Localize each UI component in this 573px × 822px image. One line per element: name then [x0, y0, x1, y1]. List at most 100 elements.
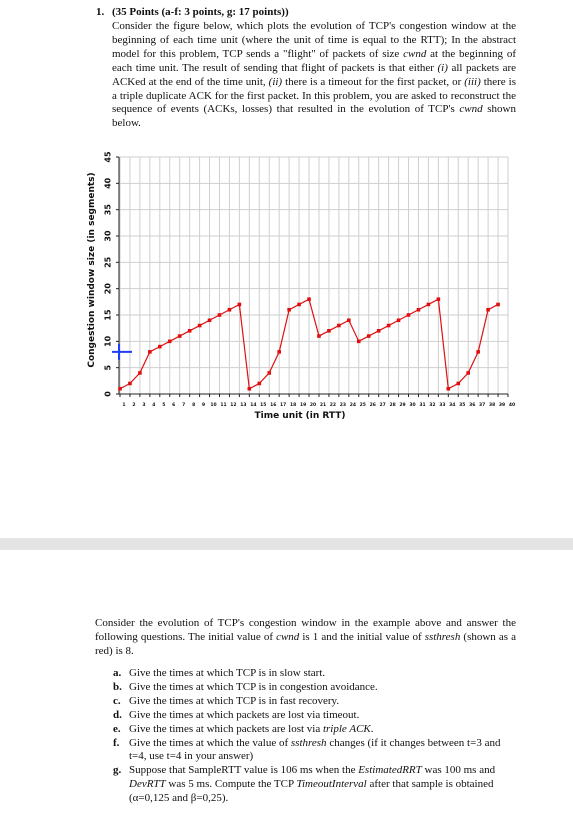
- x-tick-label: 25: [360, 402, 366, 408]
- item-marker: f.: [113, 736, 120, 749]
- cwnd-point: [128, 381, 132, 386]
- cwnd-point: [456, 381, 461, 386]
- y-tick-label: 45: [104, 151, 113, 163]
- cwnd-point: [386, 323, 391, 328]
- x-tick-label: 8: [192, 402, 195, 408]
- text-run: was 5 ms. Compute the TCP: [165, 778, 297, 791]
- x-tick-label: 34: [449, 402, 455, 408]
- question-item: g. Suppose that SampleRTT value is 106 ms…: [113, 764, 517, 806]
- cwnd-point: [157, 344, 162, 349]
- text-run: there is a timeout for the first packet,…: [282, 75, 465, 88]
- cwnd-point: [496, 302, 500, 307]
- x-tick-label: 6: [172, 402, 175, 408]
- text-run: Give the times at which the value of: [129, 736, 291, 749]
- question-list: a. Give the times at which TCP is in slow…: [113, 667, 517, 806]
- item-marker: d.: [113, 708, 122, 721]
- question-item: e. Give the times at which packets are lo…: [113, 723, 517, 737]
- x-tick-label: 28: [389, 402, 395, 408]
- item-marker: a.: [113, 667, 122, 679]
- cwnd-point: [257, 381, 262, 386]
- text-run: Give the times at which TCP is in conges…: [129, 680, 378, 693]
- x-tick-label: 9: [202, 402, 205, 408]
- x-tick-label: 38: [489, 402, 495, 408]
- cwnd-point: [267, 371, 272, 375]
- text-run: Give the times at which TCP is in slow s…: [129, 667, 326, 679]
- y-tick-label: 10: [104, 335, 113, 347]
- y-tick-label: 40: [104, 177, 113, 189]
- x-tick-label: 31: [419, 402, 425, 408]
- chart: Time unit (in RTT) Congestion window siz…: [87, 151, 515, 421]
- x-tick-label: 39: [499, 402, 505, 408]
- cwnd-point: [167, 339, 172, 344]
- x-tick-label: 22: [330, 402, 336, 408]
- y-tick-label: 20: [104, 283, 113, 295]
- cwnd-point: [366, 334, 371, 338]
- cwnd-point: [376, 329, 381, 333]
- question-heading: (35 Points (a-f: 3 points, g: 17 points)…: [112, 6, 289, 18]
- cwnd-point: [466, 371, 471, 375]
- cwnd-point: [148, 350, 152, 354]
- cwnd-point: [187, 329, 192, 333]
- cwnd-point: [277, 350, 281, 354]
- text-run: Give the times at which packets are lost…: [129, 722, 323, 735]
- cwnd-point: [227, 307, 232, 312]
- text-run: at the beginning of each time unit. The …: [112, 47, 516, 74]
- cwnd-point: [356, 339, 361, 344]
- cwnd-point: [287, 307, 291, 312]
- cwnd-point: [436, 297, 441, 301]
- text-run: was 100 ms and: [421, 764, 496, 777]
- text-run: Give the times at which TCP is in fast r…: [129, 694, 340, 707]
- x-tick-label: 12: [230, 402, 236, 408]
- x-tick-label: 15: [260, 402, 266, 408]
- question-item: a. Give the times at which TCP is in slow…: [113, 667, 517, 681]
- text-run: Give the times at which packets are lost…: [129, 708, 360, 721]
- y-tick-label: 15: [104, 309, 113, 321]
- cwnd-point: [247, 386, 252, 391]
- x-tick-label: 36: [469, 402, 475, 408]
- x-tick-label: 23: [340, 402, 346, 408]
- italic-term: ssthresh: [290, 736, 327, 749]
- x-tick-label: 14: [250, 402, 256, 408]
- cwnd-point: [486, 307, 490, 312]
- text-run: Consider the figure below, which plots t…: [112, 20, 516, 60]
- cwnd-point: [446, 386, 451, 391]
- x-tick-label: 27: [380, 402, 386, 408]
- x-tick-label: 3: [142, 402, 145, 408]
- question-text: Consider the figure below, which plots t…: [112, 20, 516, 131]
- text-run: Consider the evolution of TCP's congesti…: [95, 617, 516, 643]
- text-run: after that sample is obtained (α=0,125 a…: [129, 778, 494, 805]
- x-tick-label: 18: [290, 402, 296, 408]
- italic-term: DevRTT: [129, 778, 166, 791]
- text-run: is 1 and the initial value of: [299, 630, 425, 643]
- x-tick-label: 24: [350, 402, 356, 408]
- text-run: there is a triple duplicate ACK for the …: [112, 75, 516, 116]
- cwnd-point: [327, 329, 331, 333]
- page-separator: [0, 538, 573, 550]
- text-run: Suppose that SampleRTT value is 106 ms w…: [129, 764, 359, 777]
- y-tick-label: 25: [104, 256, 113, 268]
- x-tick-label: 5: [162, 402, 165, 408]
- text-run: all packets are ACKed at the end of the …: [112, 61, 516, 88]
- italic-term: triple ACK: [322, 722, 371, 735]
- item-marker: g.: [113, 764, 122, 777]
- italic-term: cwnd: [276, 630, 300, 643]
- item-marker: e.: [113, 722, 121, 735]
- cwnd-point: [406, 313, 411, 317]
- x-tick-label: 40: [509, 402, 515, 408]
- cwnd-point: [177, 334, 182, 338]
- text-run: (shown as a red) is 8.: [95, 630, 516, 657]
- text-run: .: [370, 722, 374, 735]
- cwnd-point: [297, 302, 301, 307]
- cwnd-point: [337, 323, 341, 328]
- x-tick-label: 11: [220, 402, 226, 408]
- x-tick-label: 7: [182, 402, 185, 408]
- x-tick-label: 37: [479, 402, 485, 408]
- x-tick-label: 32: [429, 402, 435, 408]
- x-tick-label: 19: [300, 402, 306, 408]
- question-item: b. Give the times at which TCP is in cong…: [113, 681, 517, 695]
- x-tick-label: 13: [240, 402, 246, 408]
- followup-text: Consider the evolution of TCP's congesti…: [95, 617, 516, 659]
- italic-term: cwnd: [459, 103, 483, 116]
- x-tick-label: 17: [280, 402, 286, 408]
